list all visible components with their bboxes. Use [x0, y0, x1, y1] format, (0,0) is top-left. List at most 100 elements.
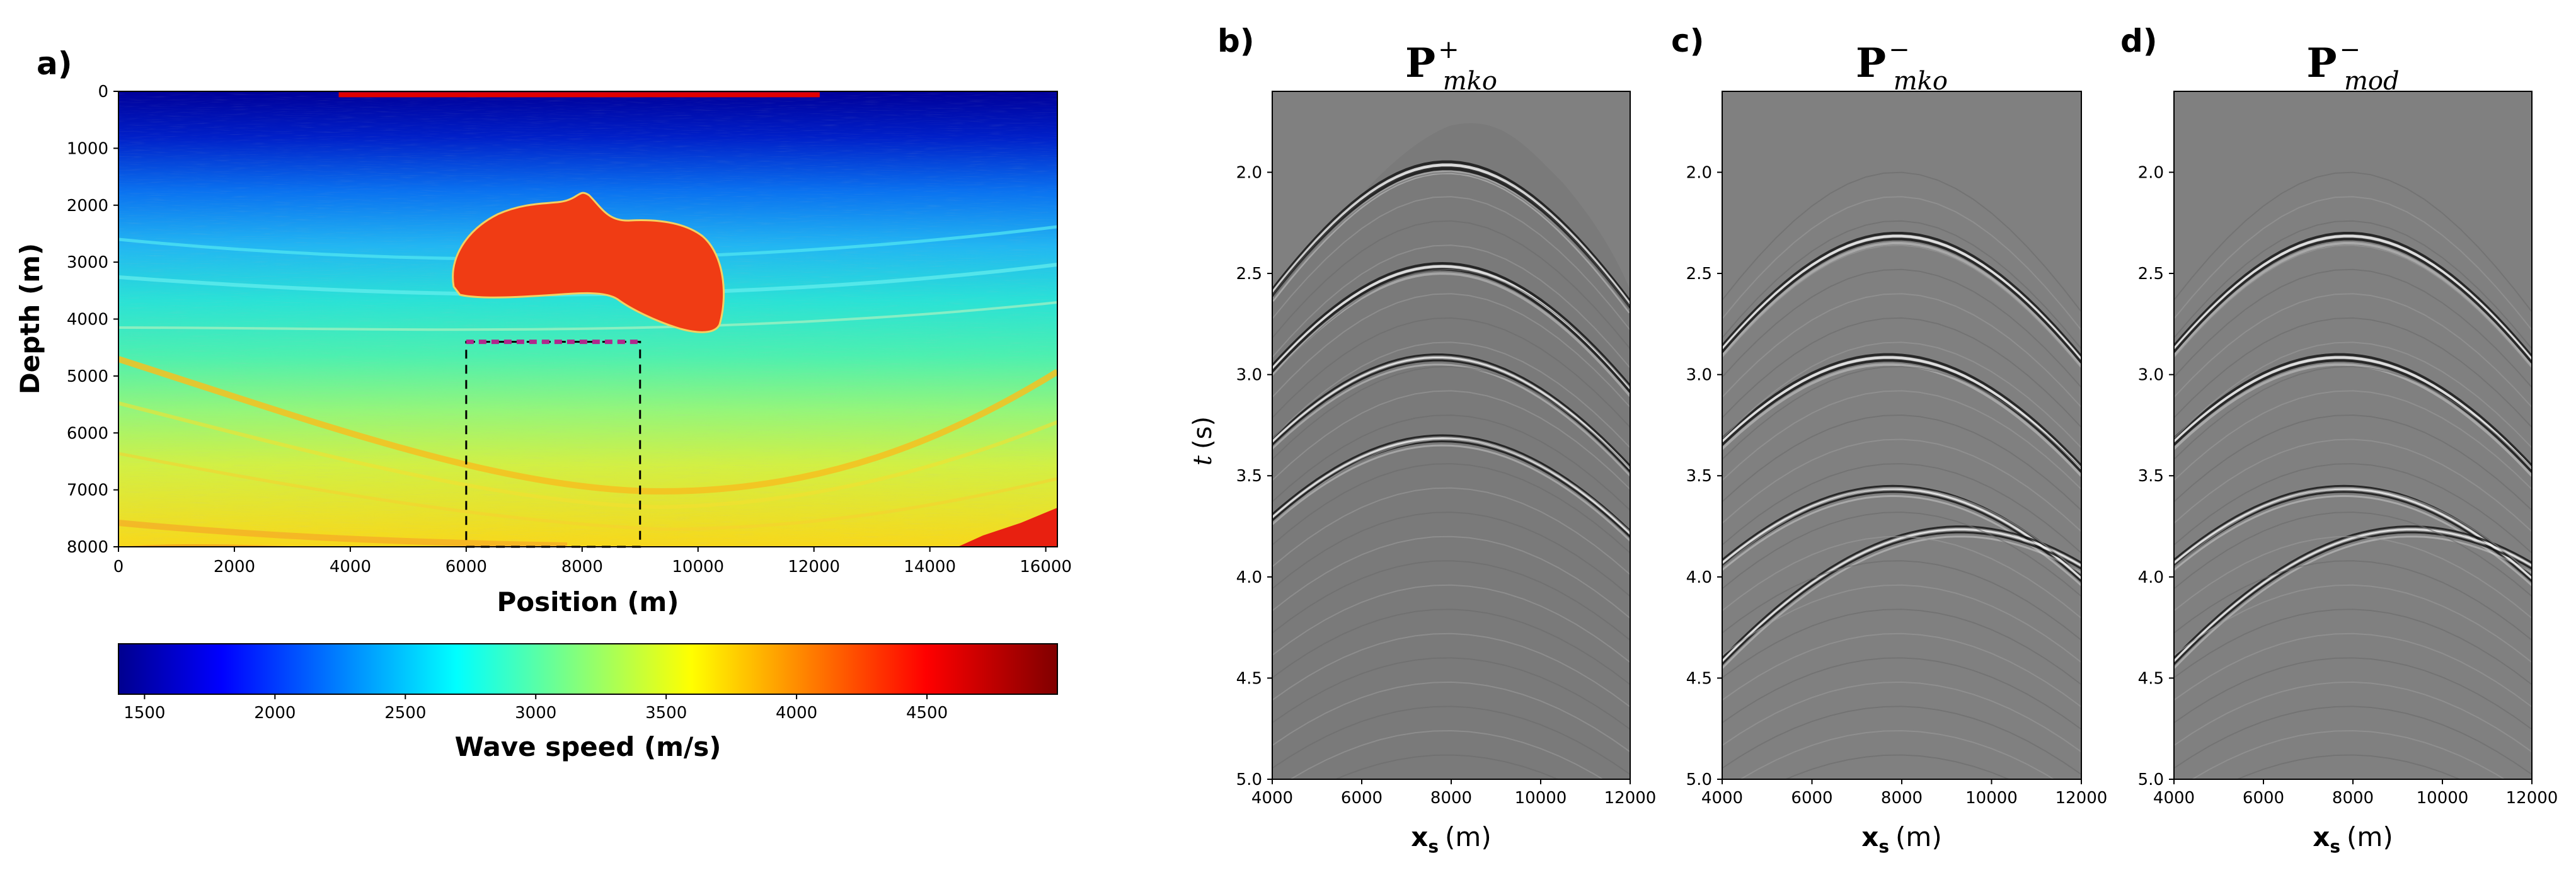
background-striation [2174, 609, 2532, 685]
y-tick-label-b: 3.5 [1236, 467, 1262, 486]
reflection-event [1272, 163, 1630, 307]
background-striation [2174, 535, 2532, 619]
panel-label-a: a) [37, 45, 72, 82]
background-striation [2174, 706, 2532, 775]
y-tick-label-d: 4.0 [2138, 568, 2164, 587]
seismic-panel-d: d) P − mod 4000 6000 8000 10000 12000 2.0 2.5 3.0… [2120, 23, 2558, 857]
background-striation [1272, 196, 1630, 331]
colorbar-tick-label: 2000 [254, 704, 296, 723]
background-striation [1722, 584, 2081, 663]
background-striation [2174, 414, 2532, 511]
background-striation [2174, 317, 2532, 428]
y-tick-label-b: 2.5 [1236, 265, 1262, 283]
panel-label-c: c) [1671, 23, 1705, 59]
seismic-background-d [2174, 91, 2532, 779]
background-striation [2174, 681, 2532, 753]
x-tick-label-a: 8000 [561, 558, 603, 576]
y-tick-label-b: 3.0 [1236, 366, 1262, 385]
y-axis-label-b: t(s) [1188, 416, 1217, 466]
background-striation [1722, 487, 2081, 575]
reflection-event [1272, 363, 1630, 477]
background-striation [1272, 414, 1630, 511]
ticks-b: 4000 6000 8000 10000 12000 2.0 2.5 3.0 3.5 4.0 4.5… [1236, 163, 1657, 808]
y-tick-label-a: 4000 [67, 311, 108, 329]
background-striation [2174, 244, 2532, 369]
y-tick-label-c: 2.0 [1686, 163, 1712, 182]
title-c: P − mko [1856, 35, 1948, 96]
background-striation [1722, 220, 2081, 350]
background-striation [1272, 317, 1630, 428]
reflection-event [1272, 444, 1630, 542]
ticks-d: 4000 6000 8000 10000 12000 2.0 2.5 3.0 3.5 4.0 4.5… [2138, 163, 2558, 808]
x-tick-label-d: 10000 [2417, 789, 2469, 808]
background-striation [2174, 341, 2532, 449]
reflection-event [1722, 353, 2081, 467]
reflection-event [1272, 357, 1630, 470]
panel-label-d: d) [2120, 23, 2158, 59]
reflection-event [1272, 359, 1630, 472]
reflection-event [1722, 232, 2081, 357]
velocity-layers [118, 225, 1057, 547]
reflection-event [1272, 440, 1630, 538]
background-striation [1722, 244, 2081, 369]
reflection-event [1722, 234, 2081, 360]
background-striation [1784, 754, 2011, 779]
colorbar-tick-label: 4500 [906, 704, 948, 723]
events-b [1272, 160, 1630, 779]
x-tick-label-a: 4000 [330, 558, 371, 576]
title-b: P + mko [1405, 35, 1497, 96]
background-striation [1334, 754, 1560, 779]
reflection-event [1722, 535, 2081, 669]
y-tick-label-c: 2.5 [1686, 265, 1712, 283]
background-striation [2174, 220, 2532, 350]
colorbar-tick-label: 3500 [645, 704, 687, 723]
y-tick-label-d: 2.0 [2138, 163, 2164, 182]
reflection-event [1272, 437, 1630, 535]
x-tick-label-a: 14000 [904, 558, 956, 576]
reflection-event [2174, 359, 2532, 473]
reflection-event [1272, 261, 1630, 387]
y-tick-label-d: 5.0 [2138, 770, 2164, 789]
background-striation [2174, 196, 2532, 331]
background-striation [1722, 341, 2081, 449]
y-tick-label-a: 2000 [67, 197, 108, 215]
background-striation [2174, 584, 2532, 663]
background-striation [1289, 729, 1604, 779]
background-striation [2174, 390, 2532, 490]
background-striation [1272, 365, 1630, 469]
reflection-event [2174, 531, 2532, 665]
high-velocity-corner [958, 508, 1057, 547]
seismic-panel-b: b) P + mko 4000 6000 8000 10000 12000 2.0 2.5 3.0… [1188, 23, 1656, 857]
reflection-event [1722, 531, 2081, 665]
background-striation [1722, 706, 2081, 775]
background-striation [1722, 196, 2081, 331]
reflection-event [1722, 528, 2081, 662]
background-striation [1272, 171, 1630, 312]
background-striation [2174, 171, 2532, 312]
y-tick-label-c: 3.0 [1686, 366, 1712, 385]
reflection-event [1722, 525, 2081, 659]
background-striation [2174, 632, 2532, 707]
reflection-event [2174, 535, 2532, 669]
background-striation [2174, 438, 2532, 532]
x-tick-label-d: 8000 [2332, 789, 2374, 808]
background-striation [1722, 317, 2081, 428]
background-striation [1722, 609, 2081, 685]
reflection-event [1722, 356, 2081, 470]
x-tick-label-a: 10000 [672, 558, 724, 576]
ticks-a: 0 2000 4000 6000 8000 10000 12000 14000 16000 0 10… [67, 83, 1072, 576]
y-tick-label-a: 3000 [67, 253, 108, 272]
background-striation [1272, 609, 1630, 685]
x-axis-label-a: Position (m) [497, 586, 679, 617]
x-tick-label-a: 12000 [788, 558, 840, 576]
colorbar-label: Wave speed (m/s) [455, 731, 722, 762]
x-tick-label-b: 8000 [1430, 789, 1472, 808]
y-tick-label-a: 8000 [67, 538, 108, 557]
x-tick-label-c: 8000 [1881, 789, 1923, 808]
events-c [1722, 171, 2081, 779]
x-tick-label-c: 4000 [1701, 789, 1743, 808]
background-striation [1272, 535, 1630, 619]
x-tick-label-d: 6000 [2243, 789, 2284, 808]
background-striation [2236, 754, 2461, 779]
